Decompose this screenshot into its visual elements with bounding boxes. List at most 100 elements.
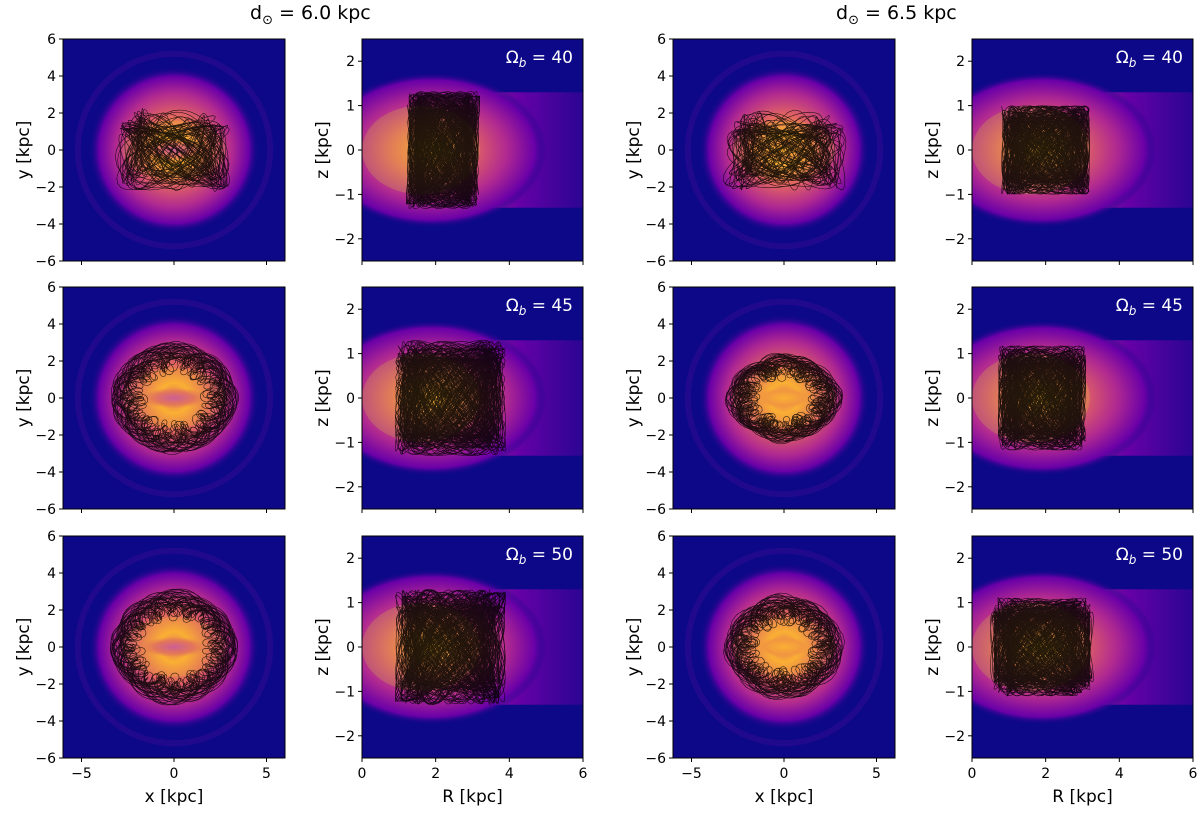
orbit-family (111, 341, 239, 455)
panel-content (362, 320, 583, 476)
orbit-path (736, 605, 832, 689)
orbit-path (397, 345, 504, 452)
y-tick-label: 2 (346, 54, 355, 70)
orbit-family (997, 345, 1087, 451)
y-axis-label: y [kpc] (14, 121, 34, 180)
orbit-path (129, 114, 222, 186)
column-title-d65: d⊙ = 6.5 kpc (836, 2, 957, 28)
orbit-family (110, 588, 238, 706)
x-axis-label: R [kpc] (1052, 787, 1112, 807)
y-tick-label: 2 (956, 551, 965, 567)
y-tick-label: 0 (657, 640, 666, 656)
y-tick-label: 2 (956, 54, 965, 70)
orbit-path (730, 602, 843, 693)
y-tick-label: −4 (645, 465, 666, 481)
orbit-path (731, 599, 840, 694)
orbit-path (113, 595, 235, 699)
y-tick-label: 0 (346, 143, 355, 159)
panel-rz-omega50-d6: Ωb = 50 −2 −1 0 1 2 0 2 4 6 z [kpc] R [kpc] (313, 535, 588, 807)
x-axis-label: R [kpc] (442, 787, 502, 807)
y-tick-label: 4 (47, 566, 56, 582)
y-tick-label: 6 (47, 280, 56, 296)
orbit-path (416, 593, 485, 701)
orbit-family (394, 340, 506, 456)
orbit-path (1001, 119, 1090, 181)
y-axis-label: y [kpc] (14, 618, 34, 677)
orbit-path (111, 605, 237, 689)
y-tick-label: 0 (956, 143, 965, 159)
orbit-path (1008, 604, 1076, 690)
orbit-path (135, 121, 229, 179)
y-tick-label: 4 (47, 317, 56, 333)
density-core (732, 617, 836, 677)
orbit-path (125, 357, 227, 439)
panel-xy-omega45-d65: −6 −4 −2 0 2 4 6 y [kpc] (624, 280, 896, 518)
y-tick-label: −2 (944, 480, 965, 496)
y-axis-label: y [kpc] (624, 121, 644, 180)
density-ring (74, 50, 274, 250)
y-axis-label: z [kpc] (923, 369, 943, 427)
orbit-path (727, 355, 843, 439)
orbit-path (743, 114, 841, 186)
y-tick-label: 1 (956, 596, 965, 612)
y-tick-label: −4 (35, 465, 56, 481)
y-tick-label: 4 (47, 69, 56, 85)
orbit-path (1006, 120, 1086, 180)
y-tick-label: 0 (346, 391, 355, 407)
orbit-path (738, 133, 829, 178)
orbit-path (1007, 345, 1077, 451)
orbit-path (740, 114, 847, 186)
panel-content (972, 72, 1193, 228)
x-axis-label: x [kpc] (755, 787, 814, 807)
panel-content (362, 72, 583, 228)
y-tick-label: 2 (47, 106, 56, 122)
x-tick-label: 5 (872, 766, 881, 782)
panel-xy-omega40-d65: −6 −4 −2 0 2 4 6 y [kpc] (624, 32, 896, 270)
panel-rz-omega50-d65: Ωb = 50 −2 −1 0 1 2 0 2 4 6 z [kpc] R [kpc] (923, 535, 1198, 807)
orbit-path (111, 345, 237, 451)
y-tick-label: −2 (334, 232, 355, 248)
x-tick-label: 2 (431, 766, 440, 782)
orbit-path (128, 112, 225, 188)
panel-rz-omega40-d65: Ωb = 40 −2 −1 0 1 2 z [kpc] (923, 38, 1194, 265)
panel-xy-omega45-d6: −6 −4 −2 0 2 4 6 y [kpc] (14, 280, 286, 518)
orbit-path (1001, 350, 1083, 446)
orbit-path (118, 603, 230, 691)
orbit-path (115, 357, 229, 438)
orbit-path (395, 594, 506, 700)
y-tick-label: −1 (334, 684, 355, 700)
orbit-path (735, 605, 835, 691)
orbit-path (740, 602, 828, 692)
orbit-path (729, 109, 846, 191)
y-tick-label: −1 (944, 435, 965, 451)
y-tick-label: −6 (35, 502, 56, 518)
orbit-path (402, 344, 499, 453)
orbit-path (111, 343, 235, 452)
orbit-path (121, 604, 225, 691)
omega-b-label: Ωb = 50 (506, 545, 573, 567)
orbit-path (734, 363, 836, 434)
x-tick-label: 0 (780, 766, 789, 782)
orbit-path (728, 606, 840, 688)
orbit-family (115, 107, 230, 192)
orbit-family (405, 91, 481, 209)
orbit-path (401, 341, 500, 456)
orbit-path (117, 348, 233, 451)
y-tick-label: −4 (645, 217, 666, 233)
density-bar (140, 636, 208, 658)
y-tick-label: 4 (657, 566, 666, 582)
y-tick-label: 1 (956, 99, 965, 115)
orbit-path (395, 591, 506, 703)
orbit-path (119, 346, 227, 448)
y-axis-label: z [kpc] (313, 618, 333, 676)
orbit-path (407, 104, 479, 196)
orbit-path (745, 111, 837, 189)
x-axis-label: x [kpc] (145, 787, 204, 807)
y-tick-label: −4 (35, 714, 56, 730)
y-axis-label: y [kpc] (624, 369, 644, 428)
omega-b-label: Ωb = 45 (506, 296, 573, 318)
orbit-path (410, 352, 491, 444)
y-tick-label: −2 (35, 180, 56, 196)
panel-rz-omega45-d6: Ωb = 45 −2 −1 0 1 2 z [kpc] (313, 286, 584, 513)
